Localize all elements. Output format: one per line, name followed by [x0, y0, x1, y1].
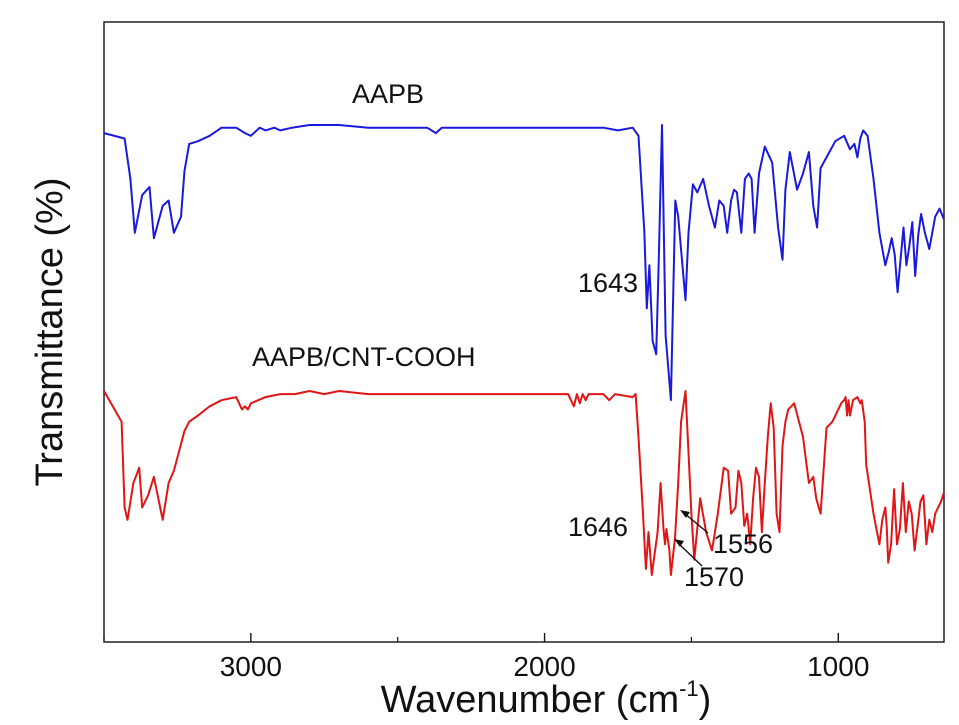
annotation-1556: 1556: [713, 529, 773, 559]
annotation-arrow-1556: [680, 510, 709, 534]
x-axis-tick-labels: 3000 2000 1000: [220, 651, 870, 682]
annotation-arrow-1570: [674, 539, 703, 567]
x-tick-label-2000: 2000: [513, 651, 575, 682]
x-axis-ticks: [103, 633, 839, 642]
y-axis-label: Transmittance (%): [29, 178, 71, 487]
annotation-1646: 1646: [568, 512, 628, 542]
plot-frame: [103, 21, 945, 643]
x-axis-label: Wavenumber (cm-1): [381, 676, 712, 721]
series-layer: [103, 124, 945, 576]
x-tick-label-1000: 1000: [807, 651, 869, 682]
series-label-aapb: AAPB: [352, 79, 424, 109]
annotation-1643: 1643: [578, 268, 638, 298]
x-tick-label-3000: 3000: [220, 651, 282, 682]
annotation-1570: 1570: [684, 562, 744, 592]
x-axis-label-main: Wavenumber (cm: [381, 679, 679, 721]
series-label-aapb-cnt-cooh: AAPB/CNT-COOH: [252, 342, 476, 372]
x-axis-label-superscript: -1: [679, 676, 699, 701]
series-line-aapb-cnt-cooh: [103, 390, 945, 576]
x-axis-label-close: ): [699, 679, 712, 721]
series-line-aapb: [103, 124, 945, 401]
